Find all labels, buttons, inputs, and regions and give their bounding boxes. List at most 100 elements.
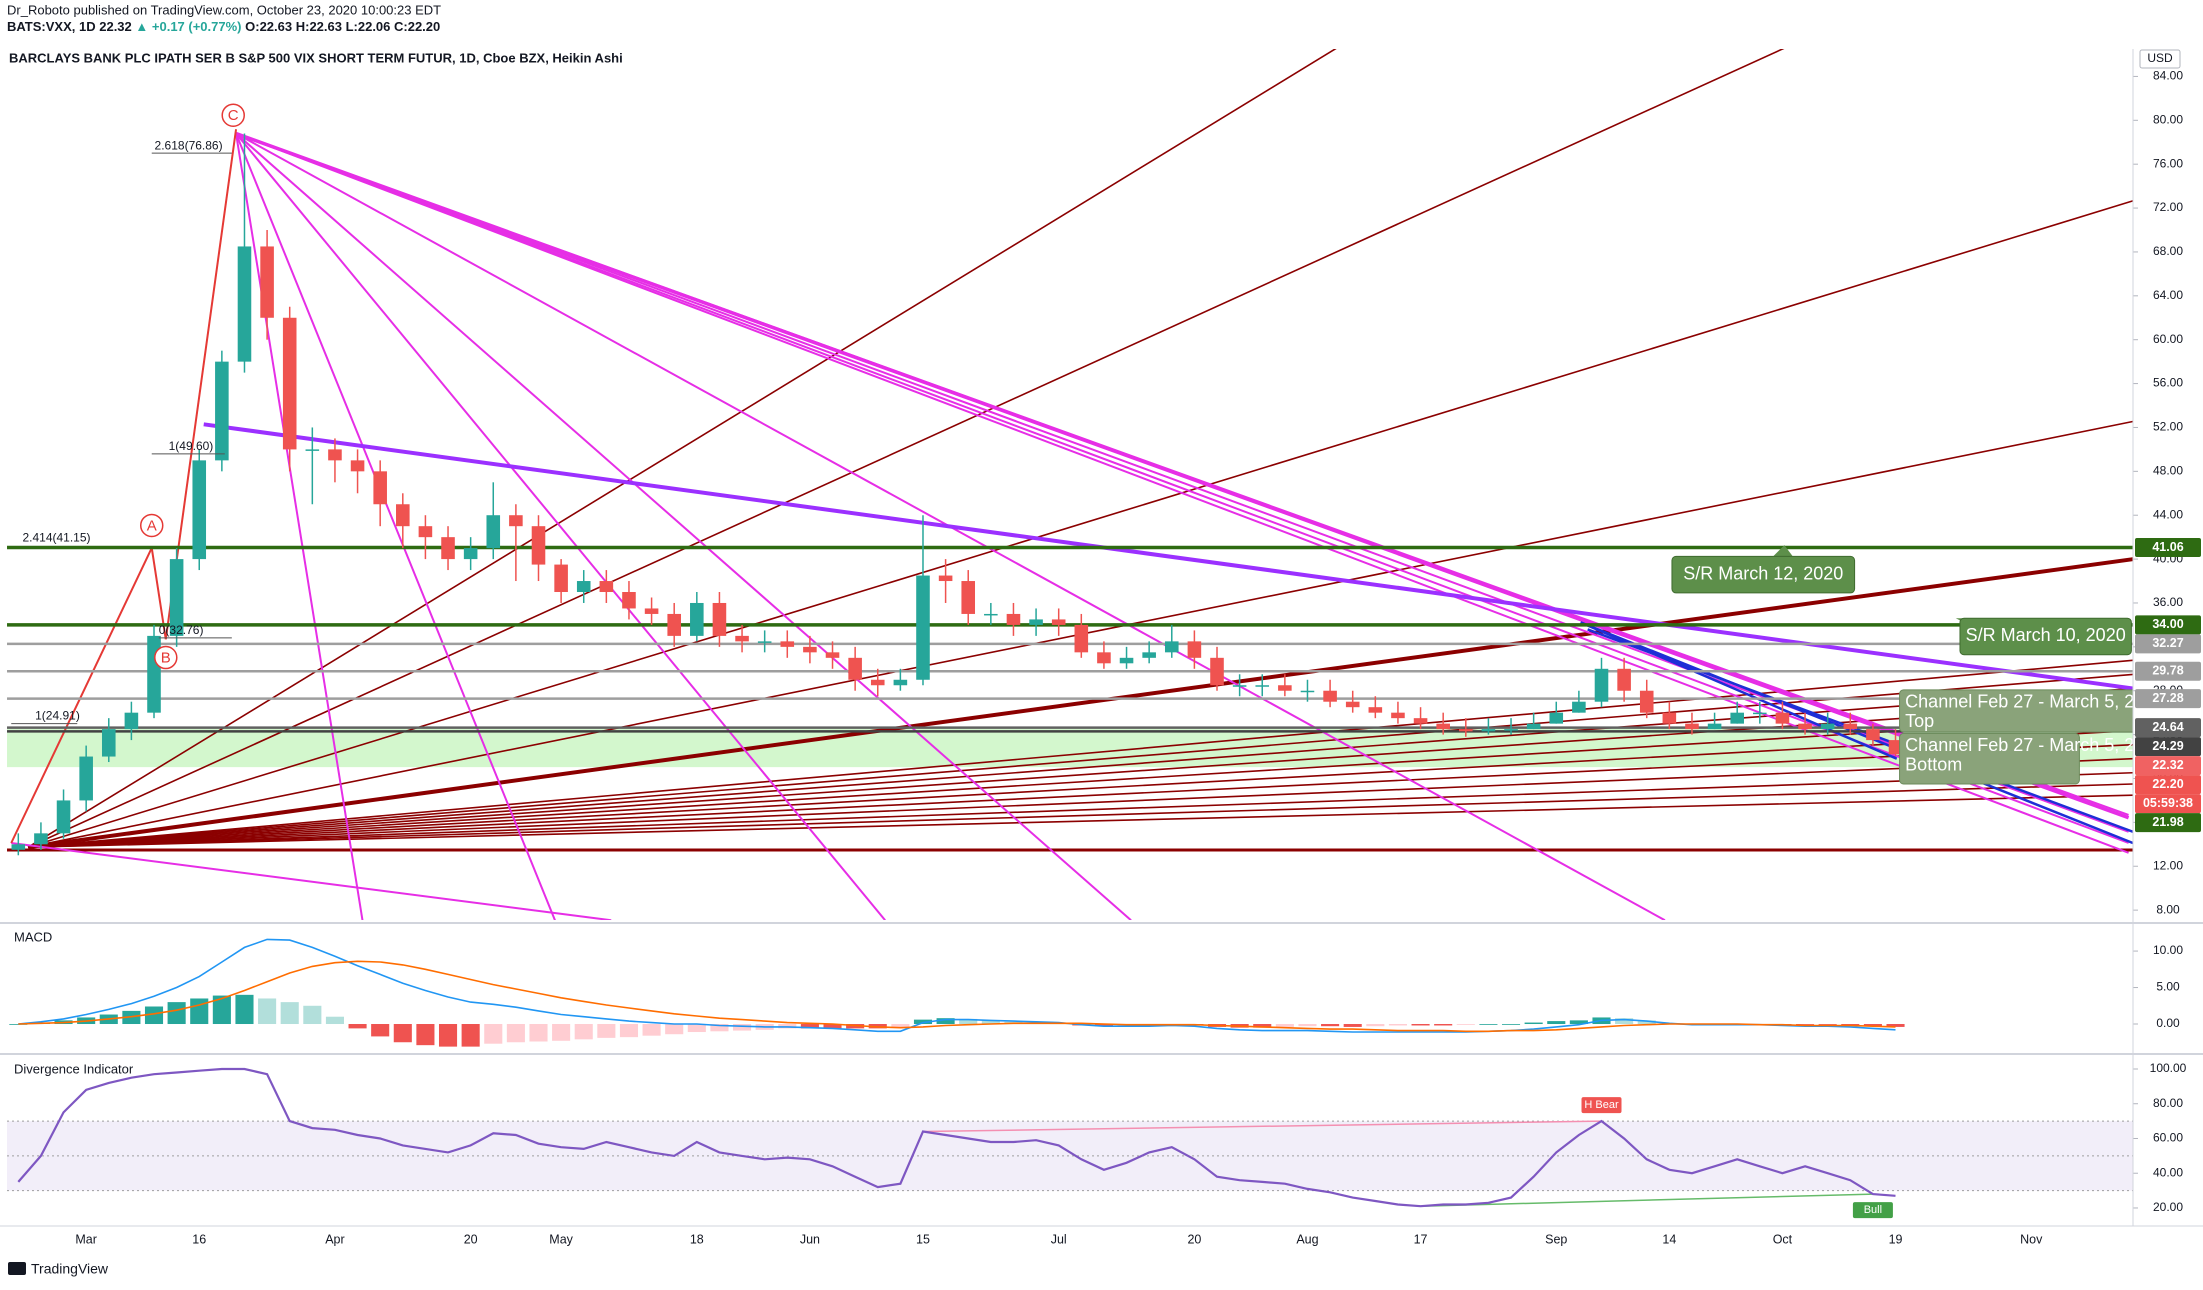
macd-title: MACD	[14, 929, 52, 944]
candle-body	[576, 581, 591, 593]
candle-body	[870, 679, 885, 686]
candle-body	[1594, 668, 1609, 702]
indicator-line	[17, 1067, 1896, 1208]
histogram-bar	[416, 1024, 435, 1046]
x-tick-label: 17	[1414, 1232, 1428, 1246]
price-tag-label: 24.64	[2152, 720, 2183, 734]
candle-body	[282, 317, 297, 450]
histogram-bar	[1886, 1024, 1905, 1027]
y-tick-label: 80.00	[2153, 1096, 2183, 1110]
candle-body	[1006, 613, 1021, 625]
brand: TradingView	[31, 1261, 109, 1277]
x-tick-label: 18	[690, 1232, 704, 1246]
x-tick-label: Jun	[800, 1232, 820, 1246]
y-tick-label: 72.00	[2153, 200, 2183, 214]
candle-body	[1074, 624, 1089, 653]
y-tick-label: 40.00	[2153, 1165, 2183, 1179]
histogram-bar	[1253, 1024, 1272, 1028]
wave-circle	[154, 645, 178, 670]
fan-line	[235, 133, 556, 920]
candle-body	[554, 564, 568, 593]
candle-body	[1730, 712, 1744, 724]
histogram-bar	[687, 1024, 706, 1033]
fan-line	[11, 842, 612, 920]
histogram-bar	[665, 1024, 684, 1035]
histogram-bar	[1321, 1024, 1340, 1027]
wave-line	[10, 547, 153, 844]
histogram-bar	[1615, 1018, 1634, 1025]
y-tick-label: 36.00	[2153, 595, 2183, 609]
price-tag-box	[2135, 737, 2201, 757]
x-tick-label: Oct	[1773, 1232, 1793, 1246]
fan-line	[28, 757, 2133, 849]
candle-body	[1617, 668, 1631, 691]
fan-line	[27, 49, 1785, 848]
price-tag-box	[2135, 661, 2201, 681]
histogram-bar	[1094, 1024, 1113, 1027]
candle-body	[463, 548, 478, 560]
candle-body	[667, 613, 681, 636]
histogram-bar	[9, 1024, 28, 1025]
price-tag: 24.64	[2135, 718, 2201, 738]
price-tag: 24.29	[2135, 737, 2201, 757]
x-tick-label: 19	[1889, 1232, 1903, 1246]
candle-body	[690, 602, 704, 636]
candle-body	[350, 460, 365, 472]
candle-body	[441, 537, 455, 560]
countdown-tag-box	[2135, 794, 2201, 814]
price-tag-box	[2135, 615, 2201, 635]
wave-label: C	[228, 107, 239, 124]
histogram-bar	[506, 1024, 525, 1043]
y-tick-label: 56.00	[2153, 376, 2183, 390]
ohlc: O:22.63 H:22.63 L:22.06 C:22.20	[245, 19, 440, 34]
macd-line	[18, 960, 1896, 1033]
channel-callout-text: Channel Feb 27 - March 5, 2020	[1905, 735, 2164, 755]
candle-body	[893, 679, 908, 686]
candle-body	[825, 652, 840, 658]
wave-line	[164, 129, 238, 640]
candle-body	[192, 460, 207, 560]
candle-body	[916, 575, 930, 680]
candle-body	[1504, 729, 1518, 731]
price-tag-label: 21.98	[2152, 815, 2183, 829]
histogram-bar	[235, 994, 254, 1025]
histogram-bar	[552, 1024, 571, 1041]
fan-line	[28, 771, 2133, 849]
candle-body	[1323, 690, 1337, 702]
histogram-bar	[212, 995, 231, 1025]
histogram-bar	[1343, 1024, 1362, 1027]
histogram-bar	[348, 1024, 367, 1029]
candle-body	[1142, 652, 1156, 658]
candle-body	[1866, 729, 1880, 741]
histogram-bar	[574, 1024, 593, 1040]
candle-body	[56, 800, 71, 834]
macd-pane	[9, 938, 1905, 1047]
price-tag-label: 22.32	[2152, 758, 2183, 772]
histogram-bar	[438, 1024, 458, 1047]
histogram-bar	[1524, 1022, 1543, 1025]
price-pane: 2.618(76.86) 1(49.60) 2.414(41.15) 0(32.76)…	[7, 49, 2164, 920]
candle-body	[147, 635, 161, 713]
support-zone	[7, 727, 2133, 768]
fan-line	[28, 783, 2133, 849]
divergence-line	[1420, 1193, 1873, 1207]
candle-body	[215, 361, 229, 461]
fan-line	[235, 131, 2130, 820]
price-tag: 22.32	[2135, 756, 2201, 776]
candle-body	[848, 657, 862, 680]
overlay: 8.0012.0016.0020.0024.0028.0032.0036.004…	[75, 69, 2201, 1246]
histogram-bar	[393, 1024, 412, 1043]
histogram-bar	[642, 1024, 661, 1036]
channel-callout-box	[1899, 689, 2133, 733]
price-tag-box	[2135, 775, 2201, 795]
wave-label: A	[147, 517, 157, 534]
price-tag-label: 41.06	[2152, 540, 2183, 554]
histogram-bar	[1796, 1024, 1815, 1025]
signal-box	[1852, 1202, 1893, 1219]
histogram-bar	[144, 1006, 164, 1025]
histogram-bar	[1456, 1024, 1475, 1025]
y-tick-label: 84.00	[2153, 69, 2183, 83]
histogram-bar	[484, 1024, 503, 1044]
candle-body	[1662, 712, 1677, 724]
candle-body	[1345, 701, 1360, 708]
